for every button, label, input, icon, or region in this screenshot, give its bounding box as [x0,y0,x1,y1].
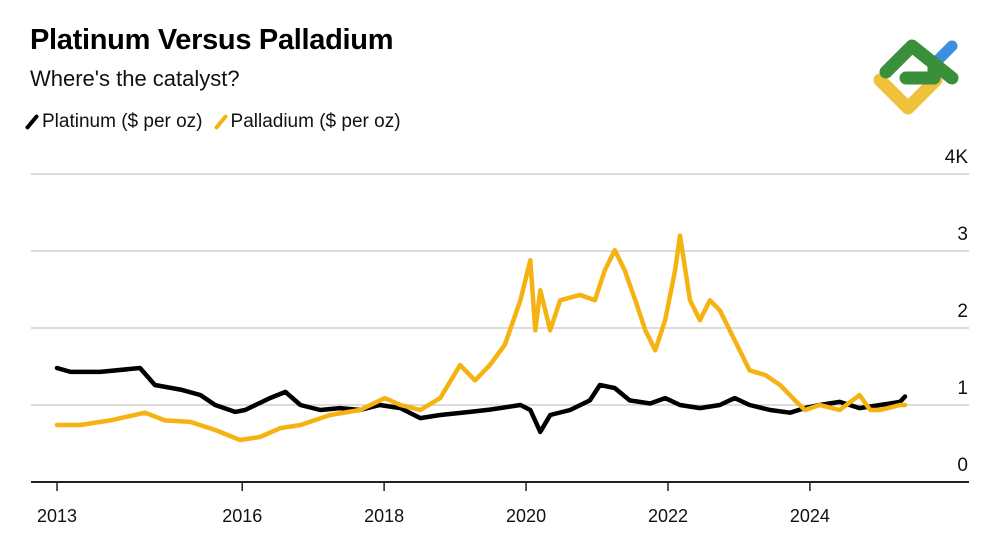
series-line-palladium [54,233,908,443]
legend-item-platinum: Platinum ($ per oz) [24,111,203,133]
legend-label-palladium: Palladium ($ per oz) [230,111,401,132]
legend-label-platinum: Platinum ($ per oz) [42,111,203,132]
x-tick-label: 2022 [648,506,688,526]
series-line-platinum [54,365,908,435]
y-tick-label: 4K [945,147,969,168]
legend: Platinum ($ per oz) Palladium ($ per oz) [24,111,401,133]
x-tick-label: 2024 [790,506,830,526]
chart-subtitle: Where's the catalyst? [30,66,240,91]
x-tick-label: 2013 [37,506,77,526]
y-tick-label: 2 [957,301,968,322]
chart-title: Platinum Versus Palladium [30,24,394,56]
x-tick-label: 2020 [506,506,546,526]
y-tick-label: 0 [957,455,968,476]
x-tick-label: 2016 [222,506,262,526]
legend-item-palladium: Palladium ($ per oz) [213,111,401,133]
x-tick-label: 2018 [364,506,404,526]
y-tick-label: 3 [957,224,968,245]
brand-logo-icon [873,39,959,115]
y-tick-label: 1 [957,378,968,399]
